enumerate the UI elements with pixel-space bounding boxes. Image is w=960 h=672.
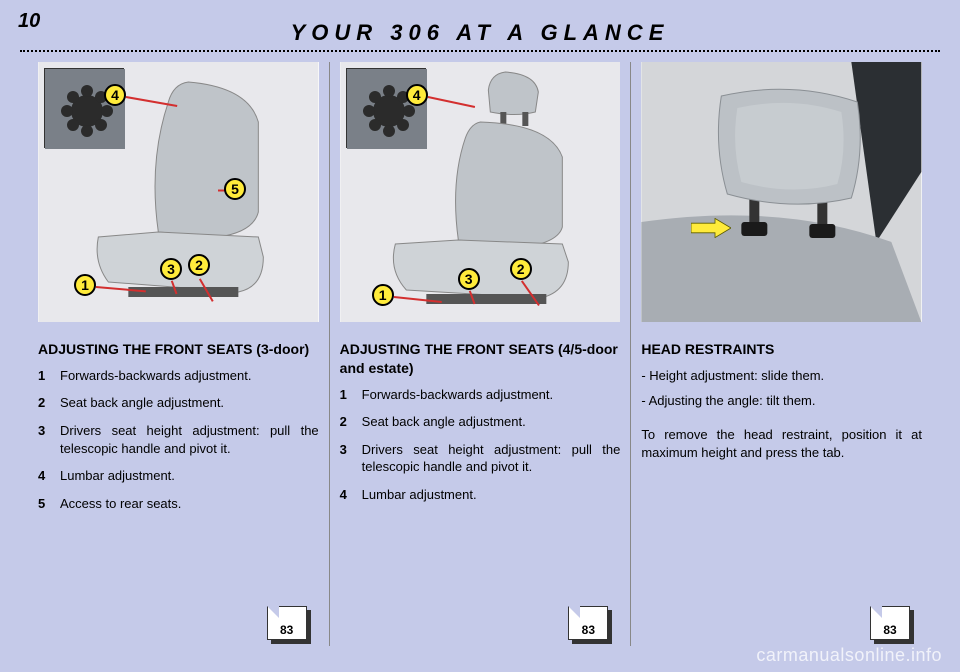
callout-2: 2 bbox=[188, 254, 210, 276]
item-text: Drivers seat height adjustment: pull the… bbox=[60, 422, 319, 457]
header-divider bbox=[20, 50, 940, 52]
headrest-svg bbox=[641, 62, 922, 322]
page-header: YOUR 306 AT A GLANCE bbox=[0, 20, 960, 46]
column-head-restraints: HEAD RESTRAINTS - Height adjustment: sli… bbox=[631, 62, 932, 646]
list-item: 1Forwards-backwards adjust­ment. bbox=[38, 367, 319, 385]
item-num: 1 bbox=[38, 367, 60, 385]
content-headrest: HEAD RESTRAINTS - Height adjustment: sli… bbox=[641, 340, 922, 461]
item-text: Seat back angle adjustment. bbox=[60, 394, 319, 412]
figure-seat-45door: 4 2 3 1 bbox=[340, 62, 621, 322]
callout-2: 2 bbox=[510, 258, 532, 280]
callout-3: 3 bbox=[458, 268, 480, 290]
list-item: 4Lumbar adjustment. bbox=[38, 467, 319, 485]
list-item: 5Access to rear seats. bbox=[38, 495, 319, 513]
list-item: 2Seat back angle adjustment. bbox=[340, 413, 621, 431]
item-text: Forwards-backwards adjust­ment. bbox=[60, 367, 319, 385]
inset-lumbar-knob bbox=[346, 68, 426, 148]
item-text: Lumbar adjustment. bbox=[362, 486, 621, 504]
page-ref-icon: 83 bbox=[870, 606, 916, 646]
item-num: 3 bbox=[38, 422, 60, 457]
callout-4: 4 bbox=[104, 84, 126, 106]
item-text: Seat back angle adjustment. bbox=[362, 413, 621, 431]
callout-3: 3 bbox=[160, 258, 182, 280]
subheading-45door: ADJUSTING THE FRONT SEATS (4/5-door and … bbox=[340, 340, 621, 378]
columns: 4 5 2 3 1 ADJUSTING THE FRONT SEATS (3-d… bbox=[28, 62, 932, 646]
content-45door: ADJUSTING THE FRONT SEATS (4/5-door and … bbox=[340, 340, 621, 504]
subheading-3door: ADJUSTING THE FRONT SEATS (3-door) bbox=[38, 340, 319, 359]
list-item: 2Seat back angle adjustment. bbox=[38, 394, 319, 412]
arrow-icon bbox=[691, 218, 731, 238]
page-ref-icon: 83 bbox=[568, 606, 614, 646]
subheading-headrest: HEAD RESTRAINTS bbox=[641, 340, 922, 359]
item-num: 3 bbox=[340, 441, 362, 476]
column-seat-45door: 4 2 3 1 ADJUSTING THE FRONT SEATS (4/5-d… bbox=[330, 62, 632, 646]
inset-lumbar-knob bbox=[44, 68, 124, 148]
item-num: 1 bbox=[340, 386, 362, 404]
figure-head-restraint bbox=[641, 62, 922, 322]
header-title: YOUR 306 AT A GLANCE bbox=[0, 20, 960, 46]
callout-5: 5 bbox=[224, 178, 246, 200]
list-item: 1Forwards-backwards adjust­ment. bbox=[340, 386, 621, 404]
item-text: Access to rear seats. bbox=[60, 495, 319, 513]
item-num: 5 bbox=[38, 495, 60, 513]
item-text: Drivers seat height adjustment: pull the… bbox=[362, 441, 621, 476]
item-num: 4 bbox=[340, 486, 362, 504]
callout-1: 1 bbox=[74, 274, 96, 296]
content-3door: ADJUSTING THE FRONT SEATS (3-door) 1Forw… bbox=[38, 340, 319, 512]
page-ref-icon: 83 bbox=[267, 606, 313, 646]
list-item: 3Drivers seat height adjustment: pull th… bbox=[340, 441, 621, 476]
callout-4: 4 bbox=[406, 84, 428, 106]
callout-1: 1 bbox=[372, 284, 394, 306]
item-num: 2 bbox=[38, 394, 60, 412]
watermark: carmanualsonline.info bbox=[756, 645, 942, 666]
bullet-item: - Adjusting the angle: tilt them. bbox=[641, 392, 922, 410]
item-num: 2 bbox=[340, 413, 362, 431]
bullet-item: - Height adjustment: slide them. bbox=[641, 367, 922, 385]
paragraph: To remove the head restraint, posi­tion … bbox=[641, 426, 922, 461]
item-num: 4 bbox=[38, 467, 60, 485]
item-text: Forwards-backwards adjust­ment. bbox=[362, 386, 621, 404]
item-text: Lumbar adjustment. bbox=[60, 467, 319, 485]
figure-seat-3door: 4 5 2 3 1 bbox=[38, 62, 319, 322]
list-item: 3Drivers seat height adjustment: pull th… bbox=[38, 422, 319, 457]
column-seat-3door: 4 5 2 3 1 ADJUSTING THE FRONT SEATS (3-d… bbox=[28, 62, 330, 646]
list-item: 4Lumbar adjustment. bbox=[340, 486, 621, 504]
